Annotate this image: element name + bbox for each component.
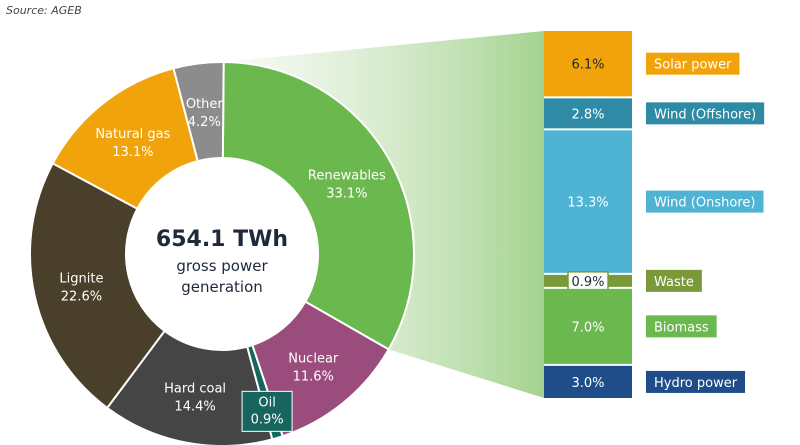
slice-name-hard-coal: Hard coal xyxy=(164,381,226,396)
slice-value-natural-gas: 13.1% xyxy=(112,145,153,160)
bar-value-biomass: 7.0% xyxy=(571,320,604,335)
slice-name-oil: Oil xyxy=(258,395,275,410)
bar-value-wind-onshore: 13.3% xyxy=(567,196,608,211)
bar-segment-biomass xyxy=(544,288,632,364)
legend-box-wind-offshore xyxy=(646,102,765,125)
legend-label-hydro-power: Hydro power xyxy=(654,376,738,391)
slice-value-oil: 0.9% xyxy=(251,412,284,427)
slice-value-renewables: 33.1% xyxy=(326,186,367,201)
legend-label-solar-power: Solar power xyxy=(654,58,732,73)
bar-segment-wind-onshore xyxy=(544,130,632,273)
chart-source: Source: AGEB xyxy=(6,4,82,17)
center-line1: gross power xyxy=(176,257,268,275)
bar-value-hydro-power: 3.0% xyxy=(571,376,604,391)
legend-label-waste: Waste xyxy=(654,275,694,290)
legend-label-biomass: Biomass xyxy=(654,320,709,335)
bar-segment-hydro-power xyxy=(544,365,632,398)
slice-lignite xyxy=(29,162,167,410)
center-line2: generation xyxy=(181,278,263,296)
slice-name-lignite: Lignite xyxy=(59,271,103,286)
legend-box-solar-power xyxy=(646,52,740,75)
bar-segment-solar-power xyxy=(544,31,632,97)
legend-box-waste xyxy=(646,269,702,292)
legend-label-wind-offshore: Wind (Offshore) xyxy=(654,107,756,122)
legend-box-hydro-power xyxy=(646,370,746,393)
slice-name-renewables: Renewables xyxy=(308,168,386,183)
slice-name-natural-gas: Natural gas xyxy=(95,127,170,142)
bar-value-wind-offshore: 2.8% xyxy=(571,107,604,122)
bar-value-waste: 0.9% xyxy=(571,275,604,290)
slice-value-nuclear: 11.6% xyxy=(293,369,334,384)
bar-value-solar-power: 6.1% xyxy=(571,58,604,73)
slice-value-lignite: 22.6% xyxy=(61,289,102,304)
legend-label-wind-onshore: Wind (Onshore) xyxy=(654,196,755,211)
slice-hard-coal xyxy=(105,329,274,445)
legend-box-biomass xyxy=(646,315,717,338)
slice-value-other: 4.2% xyxy=(188,115,221,130)
bar-segment-wind-offshore xyxy=(544,98,632,129)
oil-callout-box xyxy=(241,390,293,432)
slice-value-hard-coal: 14.4% xyxy=(174,399,215,414)
slice-renewables xyxy=(221,60,415,351)
center-value: 654.1 TWh xyxy=(156,227,288,252)
slice-other xyxy=(172,61,225,163)
slice-name-other: Other xyxy=(186,97,224,112)
legend-box-wind-onshore xyxy=(646,190,764,213)
slice-name-nuclear: Nuclear xyxy=(288,351,339,366)
